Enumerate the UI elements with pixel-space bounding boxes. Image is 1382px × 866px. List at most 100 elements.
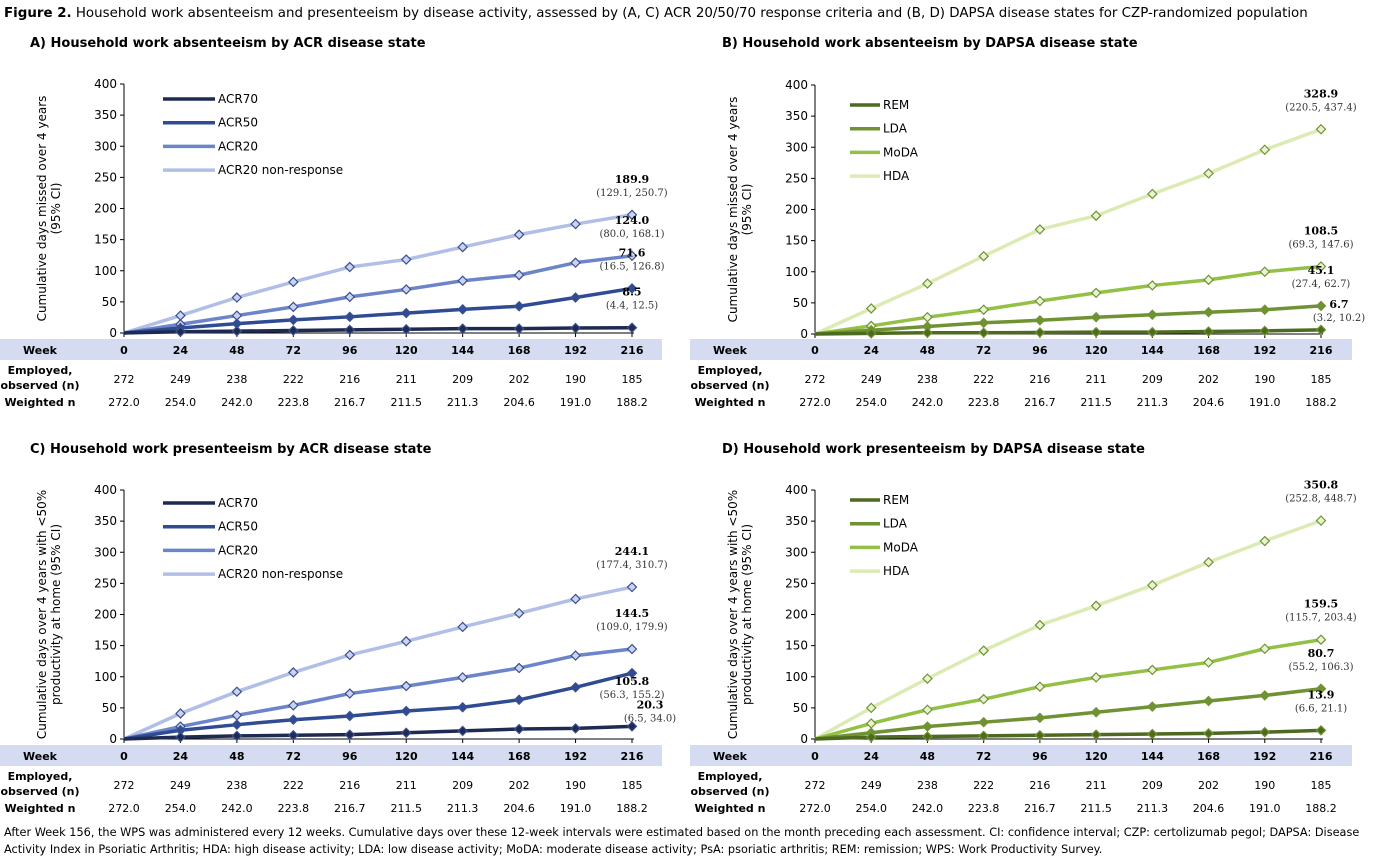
x-tick-label: 120 xyxy=(395,344,418,357)
x-tick-label: 144 xyxy=(451,344,474,357)
employed-label: observed (n) xyxy=(690,785,769,798)
data-point xyxy=(570,593,581,605)
x-tick-label: 0 xyxy=(120,750,128,763)
data-point xyxy=(570,723,581,734)
end-ci-label: (109.0, 179.9) xyxy=(596,622,668,633)
employed-cell: 238 xyxy=(917,779,938,792)
x-tick-label: 96 xyxy=(342,750,358,763)
weighted-cell: 216.7 xyxy=(1024,802,1056,815)
employed-label: observed (n) xyxy=(690,379,769,392)
data-point xyxy=(231,686,243,698)
data-point xyxy=(287,276,299,288)
employed-cell: 209 xyxy=(1142,373,1163,386)
series-line xyxy=(814,637,1322,741)
end-ci-label: (69.3, 147.6) xyxy=(1288,239,1353,250)
legend-label: ACR20 non-response xyxy=(218,567,343,581)
series-line xyxy=(814,728,1322,741)
employed-cell: 190 xyxy=(565,779,586,792)
data-point xyxy=(457,241,469,253)
y-tick-label: 200 xyxy=(785,608,808,622)
end-ci-label: (4.4, 12.5) xyxy=(606,301,658,312)
data-point xyxy=(287,314,299,326)
series-acr20: 144.5 (109.0, 179.9) xyxy=(123,607,668,741)
y-tick-label: 350 xyxy=(94,514,117,528)
weighted-cell: 223.8 xyxy=(968,802,1000,815)
data-point xyxy=(1034,327,1046,338)
data-point xyxy=(570,322,581,334)
end-value-label: 350.8 xyxy=(1304,479,1339,492)
weighted-cell: 211.3 xyxy=(1137,396,1169,409)
x-tick-label: 192 xyxy=(1253,750,1276,763)
y-tick-label: 50 xyxy=(793,296,808,310)
x-tick-label: 0 xyxy=(811,750,819,763)
x-tick-label: 216 xyxy=(1310,344,1333,357)
employed-label: observed (n) xyxy=(0,379,79,392)
weighted-cell: 191.0 xyxy=(560,396,592,409)
end-value-label: 244.1 xyxy=(615,545,649,558)
data-point xyxy=(1034,712,1046,724)
weighted-cell: 272.0 xyxy=(799,396,831,409)
end-value-label: 159.5 xyxy=(1304,598,1338,611)
data-point xyxy=(570,218,581,230)
x-tick-label: 192 xyxy=(564,344,587,357)
employed-cell: 209 xyxy=(452,779,473,792)
data-point xyxy=(1034,619,1046,631)
employed-cell: 209 xyxy=(1142,779,1163,792)
y-tick-label: 300 xyxy=(785,545,808,559)
data-point xyxy=(1090,706,1102,718)
legend-label: ACR50 xyxy=(218,520,258,534)
weighted-cell: 216.7 xyxy=(334,396,366,409)
week-label: Week xyxy=(713,750,748,763)
data-point xyxy=(1146,188,1158,200)
y-tick-label: 250 xyxy=(785,576,808,590)
data-point xyxy=(1315,123,1327,135)
y-tick-label: 400 xyxy=(94,483,117,497)
y-axis-label-line: Cumulative days over 4 years with <50% xyxy=(726,490,740,739)
data-point xyxy=(1259,325,1271,337)
data-point xyxy=(400,680,412,692)
data-point xyxy=(865,731,877,743)
data-point xyxy=(344,291,356,303)
panel-title: B) Household work absenteeism by DAPSA d… xyxy=(722,36,1138,51)
end-value-label: 45.1 xyxy=(1308,264,1335,277)
y-tick-label: 0 xyxy=(800,327,808,341)
weighted-cell: 191.0 xyxy=(1249,802,1281,815)
data-point xyxy=(175,310,186,321)
data-point xyxy=(513,662,525,674)
weighted-cell: 242.0 xyxy=(221,396,253,409)
x-tick-label: 192 xyxy=(1253,344,1276,357)
series-acr50: 71.6 (16.5, 126.8) xyxy=(123,246,665,335)
data-point xyxy=(978,716,990,728)
weighted-cell: 223.8 xyxy=(278,802,310,815)
y-axis-label-line: Cumulative days over 4 years with <50% xyxy=(35,490,49,739)
data-point xyxy=(513,723,525,735)
series-hda: 350.8 (252.8, 448.7) xyxy=(814,479,1357,741)
y-axis-label-line: (95% CI) xyxy=(49,183,63,235)
weighted-label: Weighted n xyxy=(695,802,766,815)
legend-label: HDA xyxy=(883,564,910,578)
weighted-cell: 254.0 xyxy=(165,396,197,409)
data-point xyxy=(1146,701,1158,712)
employed-cell: 211 xyxy=(1086,373,1107,386)
legend: ACR70 ACR50 ACR20 ACR20 non-response xyxy=(163,92,343,177)
legend-label: HDA xyxy=(883,169,910,183)
x-tick-label: 120 xyxy=(1085,344,1108,357)
data-point xyxy=(287,301,299,313)
footnote: After Week 156, the WPS was administered… xyxy=(4,826,1360,856)
y-tick-label: 350 xyxy=(94,108,117,122)
figure-title: Figure 2. Household work absenteeism and… xyxy=(4,6,1308,21)
employed-cell: 185 xyxy=(1311,779,1332,792)
y-tick-label: 150 xyxy=(785,639,808,653)
legend-label: ACR20 non-response xyxy=(218,163,343,177)
y-axis-label-line: (95% CI) xyxy=(740,184,754,236)
employed-cell: 222 xyxy=(973,373,994,386)
data-point xyxy=(287,714,299,726)
end-value-label: 20.3 xyxy=(637,698,664,711)
series-acr20-non-response: 189.9 (129.1, 250.7) xyxy=(123,173,668,335)
data-point xyxy=(626,250,638,262)
employed-cell: 185 xyxy=(1311,373,1332,386)
x-tick-label: 120 xyxy=(395,750,418,763)
end-ci-label: (6.6, 21.1) xyxy=(1295,703,1347,714)
weighted-cell: 188.2 xyxy=(1305,396,1337,409)
employed-cell: 272 xyxy=(805,779,826,792)
